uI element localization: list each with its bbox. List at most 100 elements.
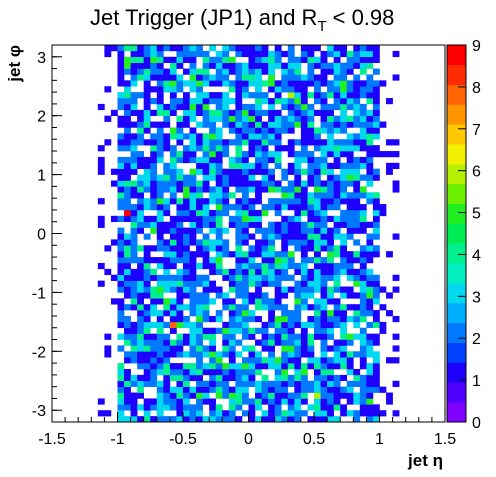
heatmap-cell — [379, 80, 387, 87]
heatmap-cell — [320, 245, 328, 252]
heatmap-cell — [346, 192, 354, 199]
heatmap-cell — [248, 292, 256, 299]
heatmap-cell — [196, 392, 203, 399]
heatmap-cell — [143, 321, 151, 329]
heatmap-cell — [327, 251, 334, 258]
heatmap-cell — [281, 416, 289, 423]
heatmap-cell — [110, 239, 118, 246]
heatmap-cell — [150, 45, 158, 52]
heatmap-cell — [169, 133, 177, 140]
heatmap-cell — [300, 127, 308, 134]
heatmap-cell — [143, 168, 151, 175]
heatmap-cell — [163, 280, 171, 287]
heatmap-cell — [261, 186, 269, 193]
heatmap-cell — [130, 103, 138, 111]
heatmap-cell — [241, 298, 249, 305]
heatmap-cell — [228, 339, 236, 346]
heatmap-cell — [287, 45, 295, 52]
heatmap-cell — [202, 145, 210, 152]
heatmap-cell — [353, 215, 361, 223]
heatmap-cell — [176, 245, 184, 252]
heatmap-cell — [117, 374, 125, 382]
heatmap-cell — [150, 215, 158, 223]
heatmap-cell — [261, 209, 269, 217]
heatmap-cell — [117, 156, 125, 164]
heatmap-cell — [320, 351, 328, 358]
heatmap-cell — [261, 274, 269, 281]
heatmap-cell — [156, 357, 164, 364]
heatmap-cell — [117, 115, 125, 122]
heatmap-cell — [104, 268, 112, 276]
color-scale-swatch — [447, 124, 466, 145]
heatmap-cell — [372, 56, 380, 63]
heatmap-cell — [353, 333, 361, 340]
heatmap-cell — [156, 339, 164, 346]
heatmap-cell — [333, 245, 341, 252]
heatmap-cell — [163, 333, 171, 340]
heatmap-cell — [104, 115, 112, 122]
heatmap-cell — [169, 92, 177, 99]
heatmap-cell — [281, 321, 289, 329]
heatmap-cell — [215, 239, 223, 246]
heatmap-cell — [300, 374, 308, 382]
heatmap-cell — [314, 315, 321, 323]
heatmap-cell — [169, 392, 177, 399]
heatmap-cell — [130, 133, 138, 140]
heatmap-cell — [117, 321, 125, 329]
heatmap-cell — [241, 257, 249, 264]
heatmap-cell — [189, 239, 197, 246]
heatmap-cell — [183, 398, 190, 405]
heatmap-cell — [215, 386, 223, 393]
x-tick-label: -1 — [110, 431, 124, 448]
heatmap-cell — [150, 339, 158, 346]
heatmap-cell — [202, 416, 210, 423]
heatmap-cell — [124, 416, 131, 423]
heatmap-cell — [320, 209, 328, 217]
heatmap-cell — [320, 239, 328, 246]
heatmap-cell — [333, 174, 341, 181]
heatmap-cell — [130, 280, 138, 287]
heatmap-cell — [215, 145, 223, 152]
color-scale-swatch — [447, 342, 466, 363]
heatmap-cell — [202, 257, 210, 264]
heatmap-cell — [117, 204, 125, 211]
heatmap-cell — [176, 386, 184, 393]
heatmap-cell — [156, 198, 164, 205]
heatmap-cell — [117, 410, 125, 417]
heatmap-cell — [156, 345, 164, 352]
heatmap-cell — [124, 62, 131, 69]
heatmap-cell — [307, 115, 315, 122]
heatmap-cell — [268, 380, 275, 387]
heatmap-cell — [117, 386, 125, 393]
heatmap-cell — [202, 56, 210, 63]
heatmap-cell — [359, 204, 367, 211]
heatmap-cell — [189, 351, 197, 358]
heatmap-cell — [189, 145, 197, 152]
heatmap-cell — [320, 262, 328, 270]
heatmap-cell — [241, 262, 249, 270]
heatmap-cell — [320, 221, 328, 228]
heatmap-cell — [353, 186, 361, 193]
heatmap-cell — [281, 174, 289, 181]
heatmap-cell — [209, 151, 217, 158]
heatmap-cell — [300, 233, 308, 240]
heatmap-cell — [228, 327, 236, 334]
heatmap-cell — [169, 68, 177, 75]
heatmap-cell — [163, 310, 171, 317]
heatmap-cell — [137, 357, 144, 364]
heatmap-cell — [386, 357, 393, 364]
heatmap-cell — [176, 151, 184, 158]
heatmap-cell — [314, 321, 321, 329]
heatmap-cell — [215, 204, 223, 211]
heatmap-cell — [340, 339, 348, 346]
heatmap-cell — [353, 321, 361, 329]
heatmap-cell — [130, 286, 138, 293]
heatmap-cell — [268, 174, 275, 181]
heatmap-cell — [228, 357, 236, 364]
heatmap-cell — [359, 404, 367, 411]
heatmap-cell — [228, 386, 236, 393]
heatmap-cell — [372, 109, 380, 116]
heatmap-cell — [235, 109, 243, 116]
heatmap-cell — [117, 133, 125, 140]
heatmap-cell — [163, 380, 171, 387]
